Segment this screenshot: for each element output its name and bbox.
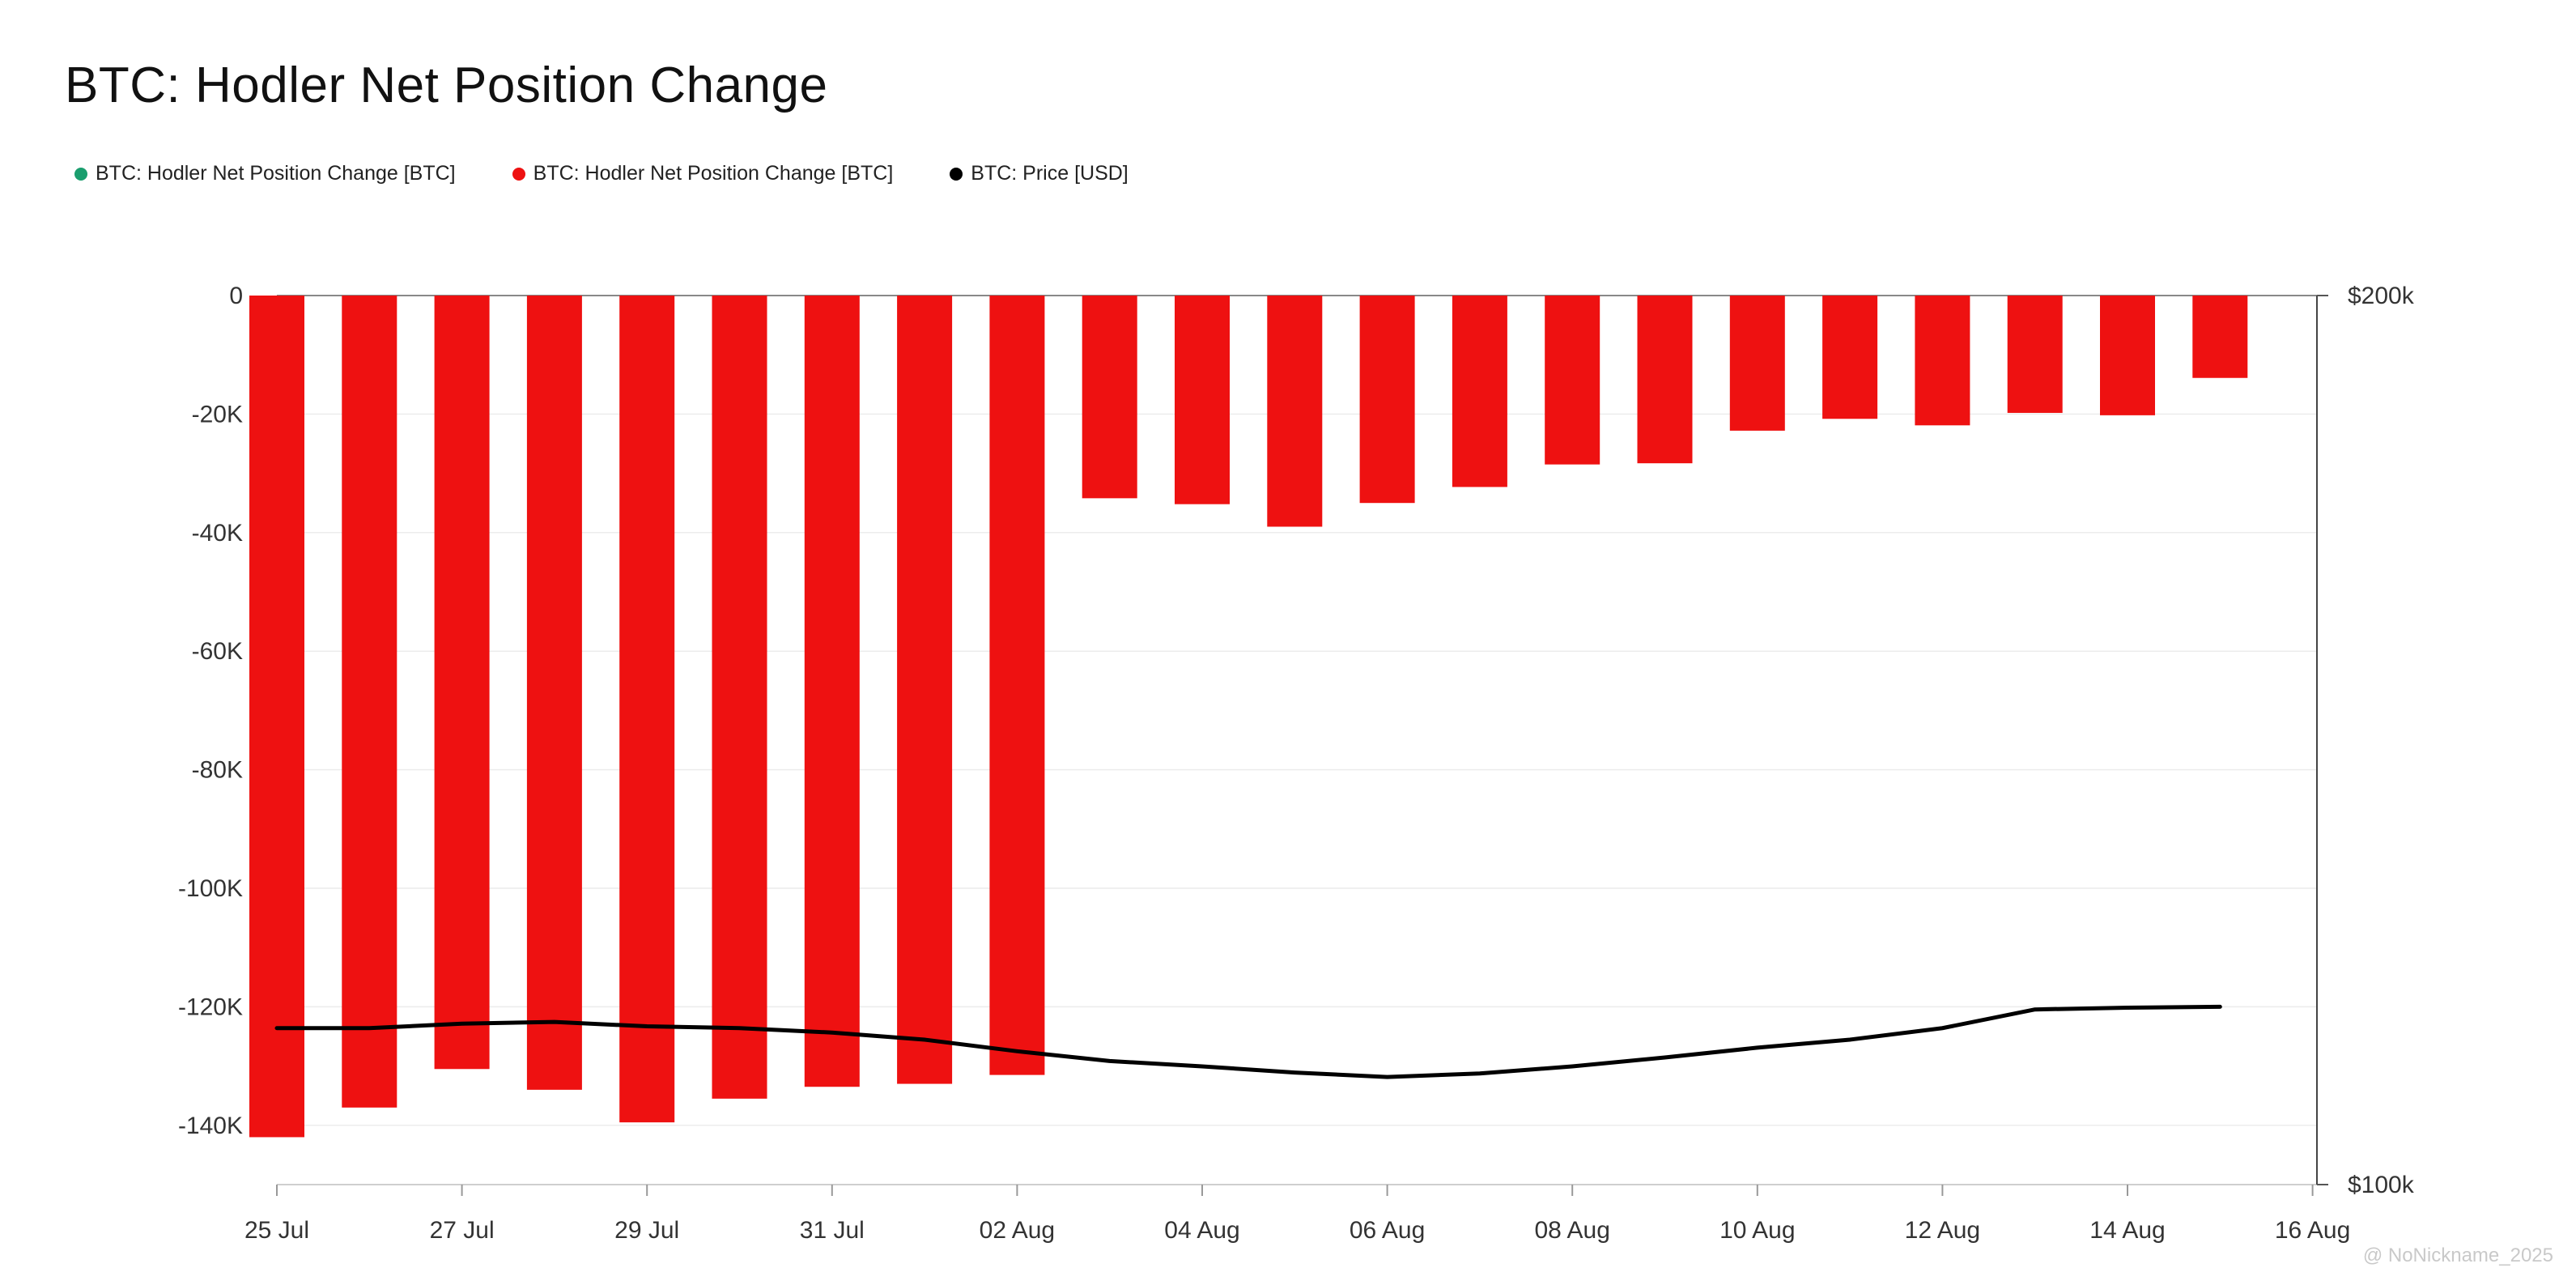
bar[interactable]: [2192, 296, 2248, 378]
x-tick-label: 10 Aug: [1719, 1217, 1795, 1244]
legend-dot-icon: [74, 167, 87, 181]
axes: [277, 296, 2318, 1185]
x-tick-label: 04 Aug: [1164, 1217, 1239, 1244]
price-line-series: [274, 1004, 2222, 1079]
chart-title: BTC: Hodler Net Position Change: [65, 57, 828, 113]
chart-legend: BTC: Hodler Net Position Change [BTC] BT…: [74, 162, 1129, 185]
x-tick-label: 14 Aug: [2089, 1217, 2165, 1244]
x-axis-ticks: 25 Jul 27 Jul 29 Jul 31 Jul 02 Aug 04 Aug 06 A…: [244, 1185, 2350, 1244]
x-tick-label: 27 Jul: [430, 1217, 495, 1244]
bar[interactable]: [804, 296, 860, 1087]
y-tick-label: -140K: [178, 1113, 243, 1139]
bar[interactable]: [1637, 296, 1693, 464]
bar[interactable]: [989, 296, 1045, 1075]
bar[interactable]: [1729, 296, 1785, 431]
bar-series: [249, 296, 2248, 1138]
legend-dot-icon: [950, 167, 963, 181]
watermark-text: @ NoNickname_2025: [2362, 1245, 2553, 1266]
y2-axis-ticks: $200k $100k: [2317, 283, 2415, 1198]
y-tick-label: -60K: [192, 638, 243, 665]
x-tick-label: 31 Jul: [800, 1217, 865, 1244]
bar[interactable]: [1452, 296, 1507, 487]
bar[interactable]: [2100, 296, 2155, 415]
bar[interactable]: [342, 296, 397, 1108]
x-tick-label: 12 Aug: [1905, 1217, 1980, 1244]
legend-item-green-series[interactable]: BTC: Hodler Net Position Change [BTC]: [74, 162, 456, 185]
y-tick-label: -80K: [192, 757, 243, 784]
y-tick-label: 0: [229, 283, 243, 309]
bar[interactable]: [526, 296, 582, 1090]
bar[interactable]: [1267, 296, 1323, 527]
bar[interactable]: [712, 296, 767, 1099]
price-line[interactable]: [274, 1004, 2222, 1079]
y-tick-label: -40K: [192, 520, 243, 547]
bar[interactable]: [1082, 296, 1137, 499]
bar[interactable]: [1175, 296, 1230, 504]
legend-label: BTC: Hodler Net Position Change [BTC]: [533, 162, 894, 185]
x-tick-label: 02 Aug: [980, 1217, 1055, 1244]
y2-tick-label: $100k: [2348, 1172, 2415, 1198]
bar[interactable]: [619, 296, 675, 1123]
legend-label: BTC: Hodler Net Position Change [BTC]: [96, 162, 456, 185]
bar[interactable]: [897, 296, 953, 1084]
y-tick-label: -120K: [178, 994, 243, 1020]
y-tick-label: -20K: [192, 401, 243, 428]
x-tick-label: 29 Jul: [614, 1217, 679, 1244]
bar[interactable]: [1545, 296, 1600, 465]
x-tick-label: 25 Jul: [244, 1217, 309, 1244]
legend-item-red-series[interactable]: BTC: Hodler Net Position Change [BTC]: [512, 162, 894, 185]
bar[interactable]: [1915, 296, 1970, 426]
y2-tick-label: $200k: [2348, 283, 2415, 309]
x-tick-label: 08 Aug: [1534, 1217, 1609, 1244]
legend-item-price-series[interactable]: BTC: Price [USD]: [950, 162, 1129, 185]
legend-dot-icon: [512, 167, 525, 181]
legend-label: BTC: Price [USD]: [971, 162, 1129, 185]
x-tick-label: 16 Aug: [2275, 1217, 2350, 1244]
y-tick-label: -100K: [178, 875, 243, 902]
bar[interactable]: [1359, 296, 1415, 504]
bar[interactable]: [434, 296, 490, 1070]
x-tick-label: 06 Aug: [1350, 1217, 1425, 1244]
bar[interactable]: [1822, 296, 1878, 419]
bar[interactable]: [2007, 296, 2063, 413]
y-axis-ticks: 0 -20K -40K -60K -80K -100K -120K -140K: [178, 283, 243, 1139]
bar[interactable]: [249, 296, 304, 1138]
